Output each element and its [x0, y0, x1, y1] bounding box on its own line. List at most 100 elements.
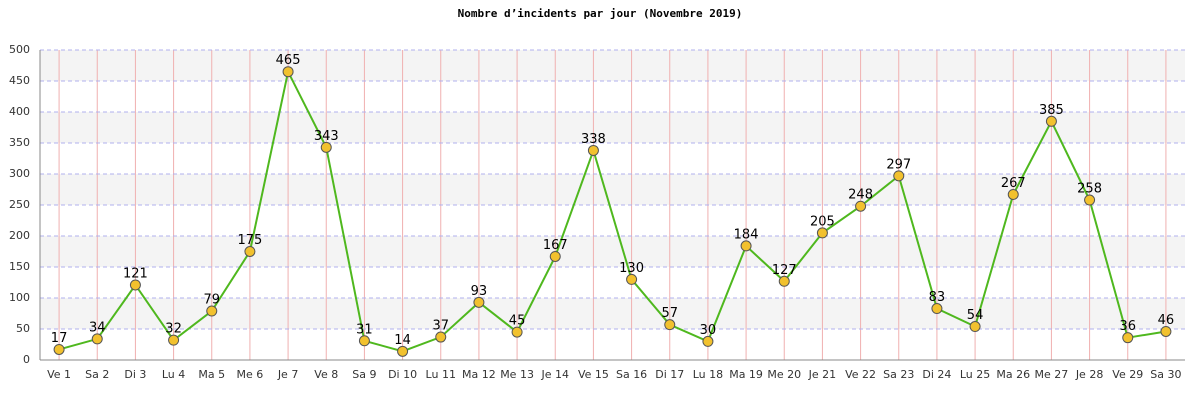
marker	[626, 273, 638, 285]
x-tick-label: Ma 19	[729, 368, 763, 381]
y-tick-label: 500	[9, 43, 30, 56]
marker	[931, 303, 943, 315]
marker	[969, 321, 981, 333]
marker	[473, 296, 485, 308]
marker	[587, 144, 599, 156]
y-tick-label: 50	[16, 322, 30, 335]
x-tick-label: Sa 23	[883, 368, 914, 381]
marker	[740, 240, 752, 252]
value-label: 130	[619, 261, 644, 276]
value-label: 37	[432, 319, 449, 334]
x-tick-label: Sa 9	[352, 368, 376, 381]
x-tick-label: Ve 22	[845, 368, 876, 381]
value-label: 93	[471, 284, 488, 299]
x-tick-label: Sa 30	[1150, 368, 1181, 381]
chart-title: Nombre d’incidents par jour (Novembre 20…	[458, 7, 743, 20]
value-label: 338	[581, 132, 606, 147]
value-label: 127	[772, 263, 797, 278]
value-label: 167	[543, 238, 568, 253]
value-label: 14	[394, 333, 411, 348]
plot-band	[40, 81, 1185, 112]
value-label: 343	[314, 129, 339, 144]
plot-band	[40, 329, 1185, 360]
marker	[549, 250, 561, 262]
x-tick-label: Sa 16	[616, 368, 647, 381]
x-tick-label: Sa 2	[85, 368, 109, 381]
value-label: 297	[886, 157, 911, 172]
value-label: 267	[1001, 176, 1026, 191]
marker	[1160, 325, 1172, 337]
value-label: 54	[967, 308, 984, 323]
value-label: 184	[734, 227, 759, 242]
y-tick-label: 350	[9, 136, 30, 149]
plot-band	[40, 143, 1185, 174]
marker	[282, 66, 294, 78]
value-label: 30	[700, 323, 717, 338]
marker	[1007, 188, 1019, 200]
marker	[320, 141, 332, 153]
value-label: 175	[238, 233, 263, 248]
value-label: 205	[810, 214, 835, 229]
y-tick-label: 0	[23, 353, 30, 366]
x-tick-label: Lu 25	[960, 368, 990, 381]
marker	[168, 334, 180, 346]
marker	[855, 200, 867, 212]
line	[58, 68, 1167, 353]
x-tick-label: Lu 18	[693, 368, 723, 381]
x-tick-label: Me 6	[237, 368, 264, 381]
marker	[435, 331, 447, 343]
marker	[397, 345, 409, 357]
plot-band	[40, 174, 1185, 205]
marker	[816, 227, 828, 239]
y-tick-label: 400	[9, 105, 30, 118]
value-label: 121	[123, 266, 148, 281]
y-tick-label: 300	[9, 167, 30, 180]
plot-band	[40, 205, 1185, 236]
x-tick-label: Me 27	[1035, 368, 1069, 381]
value-label: 465	[276, 53, 301, 68]
marker	[1045, 115, 1057, 127]
marker	[1084, 194, 1096, 206]
value-label: 79	[203, 293, 220, 308]
value-label: 385	[1039, 103, 1064, 118]
x-tick-label: Ma 26	[996, 368, 1030, 381]
value-label: 34	[89, 320, 106, 335]
marker	[1122, 332, 1134, 344]
y-tick-label: 200	[9, 229, 30, 242]
value-label: 258	[1077, 182, 1102, 197]
plot-band	[40, 112, 1185, 143]
value-label: 17	[51, 331, 68, 346]
x-tick-label: Je 21	[808, 368, 837, 381]
marker	[702, 335, 714, 347]
x-tick-label: Je 28	[1075, 368, 1104, 381]
value-label: 248	[848, 188, 873, 203]
value-label: 46	[1158, 313, 1175, 328]
value-label: 31	[356, 322, 373, 337]
x-tick-label: Lu 4	[162, 368, 185, 381]
marker	[358, 335, 370, 347]
x-tick-label: Me 13	[500, 368, 534, 381]
x-tick-label: Di 10	[388, 368, 417, 381]
marker	[778, 275, 790, 287]
marker	[893, 170, 905, 182]
y-tick-label: 250	[9, 198, 30, 211]
y-tick-label: 150	[9, 260, 30, 273]
marker	[129, 279, 141, 291]
x-tick-label: Ve 1	[47, 368, 71, 381]
x-tick-label: Di 17	[655, 368, 684, 381]
marker	[664, 319, 676, 331]
value-label: 36	[1119, 319, 1136, 334]
x-tick-label: Di 3	[124, 368, 146, 381]
x-tick-label: Ma 12	[462, 368, 496, 381]
x-tick-label: Lu 11	[426, 368, 456, 381]
x-tick-label: Me 20	[767, 368, 801, 381]
x-tick-label: Ve 8	[314, 368, 338, 381]
plot-band	[40, 50, 1185, 81]
marker	[511, 326, 523, 338]
marker	[206, 305, 218, 317]
value-label: 83	[929, 290, 946, 305]
marker	[244, 246, 256, 257]
x-tick-label: Di 24	[922, 368, 951, 381]
